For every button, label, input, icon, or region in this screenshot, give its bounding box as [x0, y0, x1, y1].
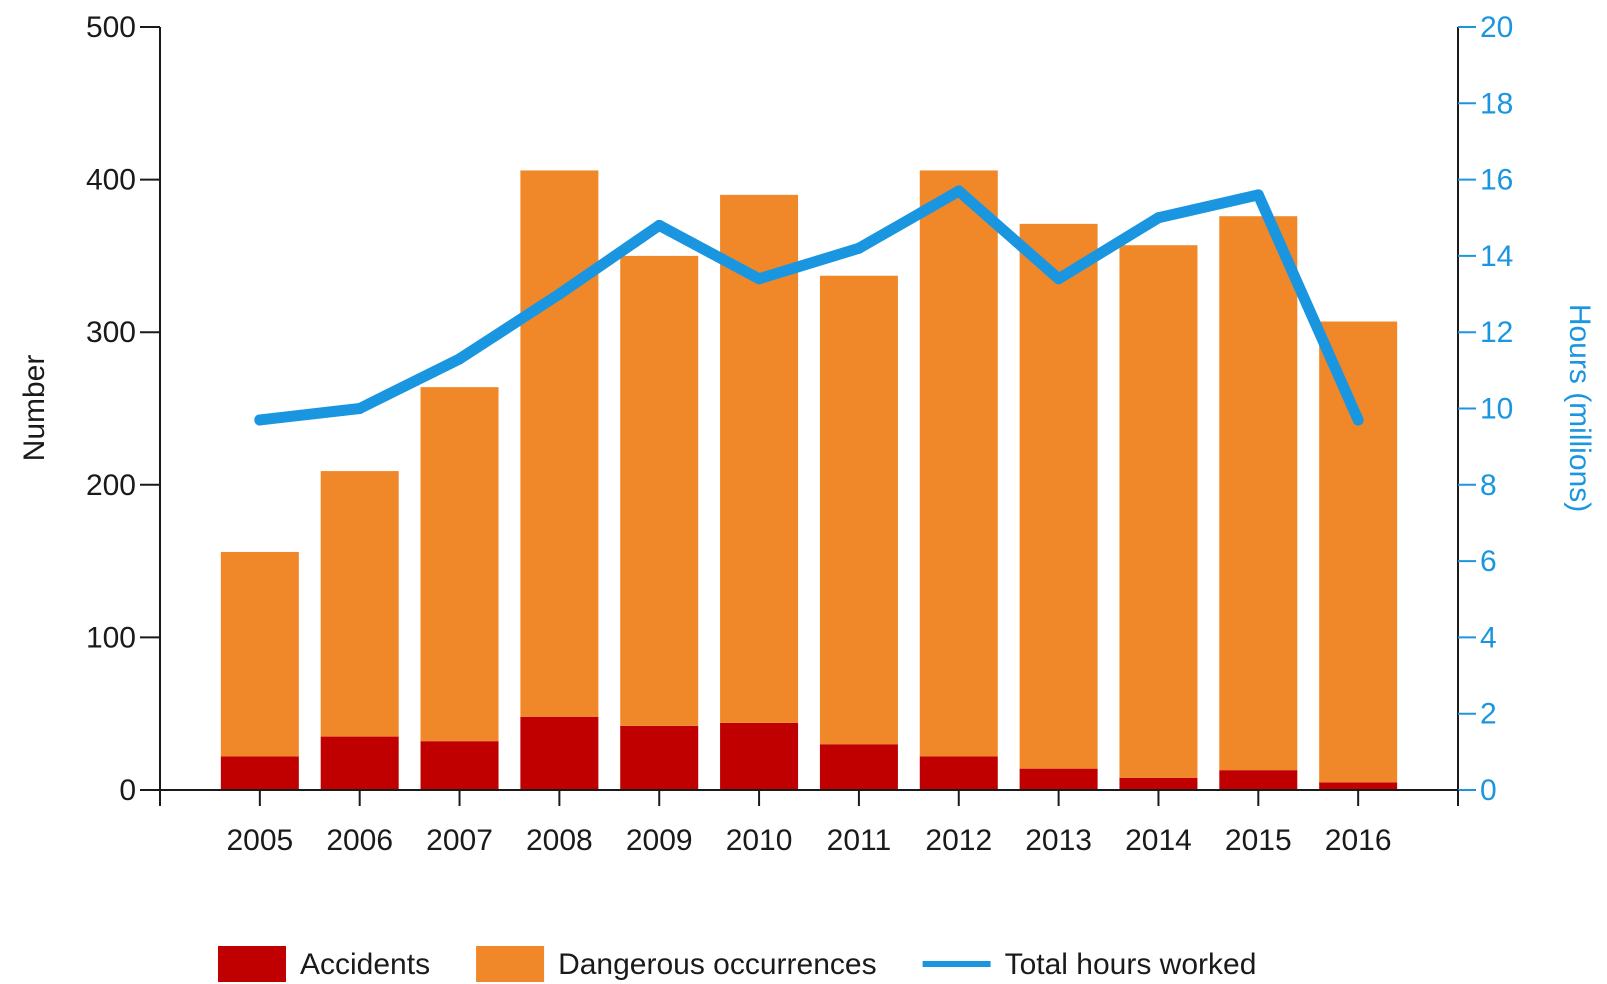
x-tick-label-2014: 2014: [1125, 824, 1192, 857]
line-group: [254, 185, 1364, 426]
bar-accidents-2011: [819, 744, 898, 790]
x-tick-label-2006: 2006: [326, 824, 393, 857]
x-tick-label-2007: 2007: [426, 824, 493, 857]
bar-accidents-2014: [1119, 777, 1198, 790]
y2-tick-label-10: 10: [1480, 393, 1513, 426]
x-tick-label-2011: 2011: [827, 824, 892, 857]
bars-group: [220, 170, 1398, 790]
y-tick-label-200: 200: [86, 469, 136, 502]
axes-group: 0 100 200 300 400 500 0 2 4 6 8 10 12 14 16 18 20 2005 200…: [86, 11, 1513, 857]
line-point-2006: [354, 403, 366, 414]
x-tick-label-2012: 2012: [925, 824, 992, 857]
y-tick-label-300: 300: [86, 316, 136, 349]
line-point-2005: [254, 414, 266, 426]
bar-accidents-2008: [520, 716, 599, 790]
y-tick-label-500: 500: [86, 11, 136, 44]
legend-swatch-dangerous-occurrences: [476, 946, 545, 982]
x-tick-label-2016: 2016: [1325, 824, 1392, 857]
line-point-2012: [953, 185, 965, 197]
bar-dangerous-occurrences-2006: [320, 471, 399, 737]
y2-tick-label-18: 18: [1480, 87, 1513, 120]
legend-label-dangerous-occurrences: Dangerous occurrences: [558, 948, 877, 981]
x-tick-label-2005: 2005: [226, 824, 293, 857]
bar-dangerous-occurrences-2005: [220, 551, 299, 757]
y-tick-label-100: 100: [86, 621, 136, 654]
line-point-2014: [1152, 212, 1164, 224]
line-point-2013: [1053, 273, 1065, 285]
y2-tick-label-16: 16: [1480, 164, 1513, 197]
bar-dangerous-occurrences-2007: [420, 387, 499, 742]
bar-accidents-2010: [720, 722, 799, 790]
y2-tick-label-6: 6: [1480, 545, 1497, 578]
x-tick-label-2015: 2015: [1225, 824, 1292, 857]
bar-accidents-2006: [320, 736, 399, 790]
line-point-2009: [653, 219, 665, 231]
bar-dangerous-occurrences-2014: [1119, 245, 1198, 778]
line-point-2008: [553, 288, 565, 300]
y-axis-title: Number: [18, 355, 51, 462]
bar-accidents-2012: [919, 756, 998, 790]
bar-dangerous-occurrences-2016: [1319, 321, 1398, 783]
line-total-hours-worked: [254, 185, 1364, 426]
x-tick-label-2010: 2010: [726, 824, 793, 857]
x-tick-label-2009: 2009: [626, 824, 693, 857]
legend-label-accidents: Accidents: [300, 948, 430, 981]
line-point-2015: [1252, 189, 1264, 201]
bar-dangerous-occurrences-2009: [620, 255, 699, 726]
y2-tick-label-12: 12: [1480, 316, 1513, 349]
y2-tick-label-20: 20: [1480, 11, 1513, 44]
bar-accidents-2007: [420, 741, 499, 790]
line-point-2010: [753, 273, 765, 285]
bar-accidents-2015: [1219, 770, 1298, 790]
legend-label-total-hours-worked: Total hours worked: [1005, 948, 1257, 981]
y-tick-label-400: 400: [86, 164, 136, 197]
bar-dangerous-occurrences-2011: [819, 275, 898, 745]
line-point-2011: [853, 242, 865, 254]
bar-dangerous-occurrences-2013: [1019, 223, 1098, 769]
bar-accidents-2013: [1019, 768, 1098, 790]
bar-dangerous-occurrences-2008: [520, 170, 599, 717]
x-tick-label-2013: 2013: [1025, 824, 1092, 857]
y2-tick-label-0: 0: [1480, 774, 1497, 807]
bar-dangerous-occurrences-2012: [919, 170, 998, 757]
y2-tick-label-8: 8: [1480, 469, 1497, 502]
y2-axis-title: Hours (millions): [1563, 304, 1596, 512]
y-tick-label-0: 0: [119, 774, 136, 807]
legend-swatch-accidents: [218, 946, 286, 982]
y2-tick-label-14: 14: [1480, 240, 1513, 273]
bar-accidents-2009: [620, 725, 699, 790]
line-point-2007: [454, 353, 466, 365]
y2-tick-label-4: 4: [1480, 621, 1497, 654]
line-point-2016: [1352, 414, 1364, 426]
y2-tick-label-2: 2: [1480, 698, 1497, 731]
bar-accidents-2016: [1319, 782, 1398, 790]
bar-dangerous-occurrences-2015: [1219, 216, 1298, 771]
legend: Accidents Dangerous occurrences Total hour…: [218, 946, 1256, 982]
bar-accidents-2005: [220, 756, 299, 790]
x-tick-label-2008: 2008: [526, 824, 593, 857]
